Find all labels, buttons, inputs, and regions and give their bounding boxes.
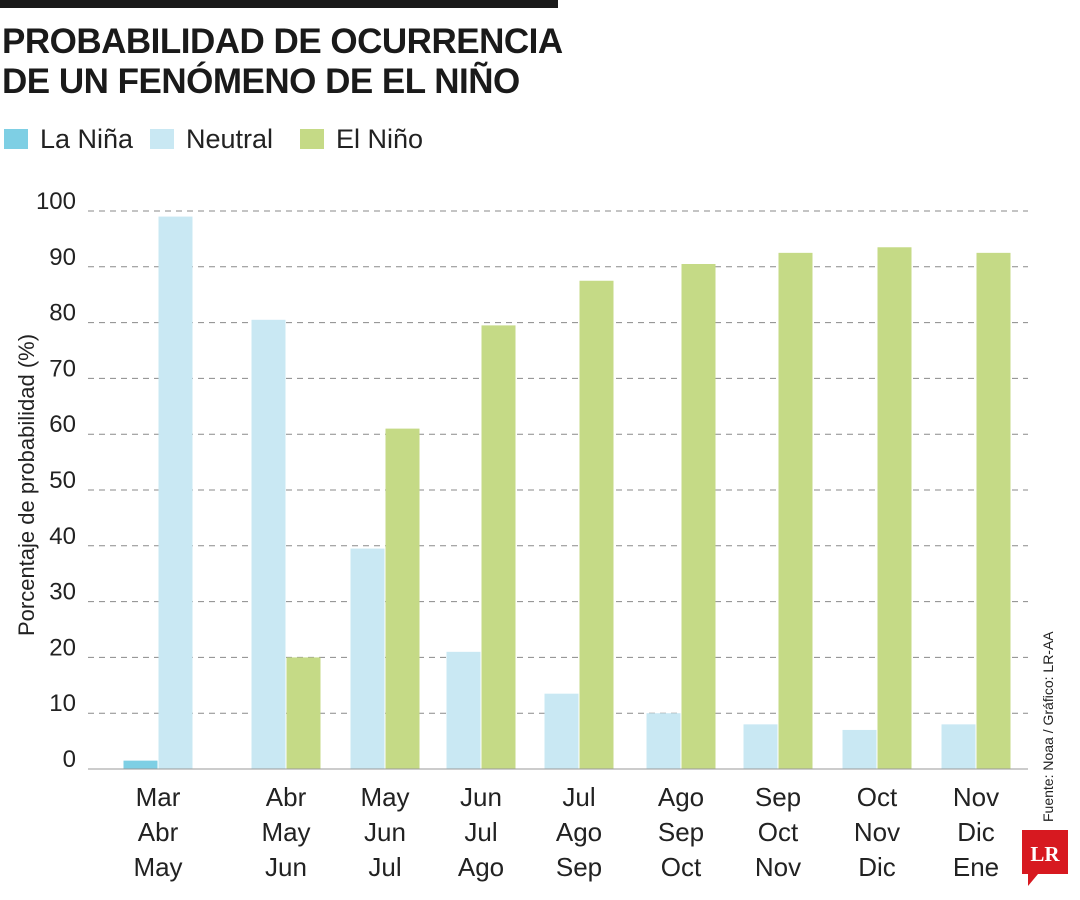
bar-el-nino	[681, 264, 716, 769]
x-tick-label: Dic	[957, 817, 995, 847]
x-tick-label: Nov	[854, 817, 900, 847]
bar-el-nino	[877, 247, 912, 769]
y-axis-label: Porcentaje de probabilidad (%)	[14, 334, 39, 636]
lr-logo-text: LR	[1030, 842, 1060, 866]
top-rule	[0, 0, 558, 8]
y-tick-label: 70	[49, 355, 76, 382]
chart-title: PROBABILIDAD DE OCURRENCIA DE UN FENÓMEN…	[2, 22, 563, 102]
x-tick-label: Nov	[755, 852, 801, 882]
y-tick-label: 90	[49, 244, 76, 271]
bar-el-nino	[286, 657, 321, 769]
x-tick-label: Mar	[136, 782, 181, 812]
axis-layer: 0 10 20 30 40 50 60 70 80 90 100 Porcentaje de prob…	[14, 188, 1028, 882]
x-tick-label: Sep	[755, 782, 801, 812]
x-tick-label: Abr	[138, 817, 179, 847]
legend-swatch-el-nino	[300, 129, 324, 149]
y-tick-label: 10	[49, 690, 76, 717]
y-tick-label: 0	[63, 746, 76, 773]
lr-logo-shape	[1022, 830, 1068, 886]
x-tick-label: Oct	[661, 852, 702, 882]
chart-title-line-1: PROBABILIDAD DE OCURRENCIA	[2, 22, 563, 61]
x-tick-label: Dic	[858, 852, 896, 882]
bar-neutral	[842, 729, 877, 769]
chart-title-line-2: DE UN FENÓMENO DE EL NIÑO	[2, 62, 520, 101]
y-tick-label: 20	[49, 634, 76, 661]
bar-neutral	[158, 216, 193, 769]
x-tick-label: Jun	[364, 817, 406, 847]
source-note: Fuente: Noaa / Gráfico: LR-AA	[1040, 631, 1056, 822]
bar-el-nino	[976, 252, 1011, 770]
lr-logo: LR	[1022, 830, 1068, 886]
x-tick-label: May	[261, 817, 310, 847]
x-tick-label: Sep	[556, 852, 602, 882]
bar-neutral	[350, 548, 385, 769]
x-tick-label: Jul	[368, 852, 401, 882]
bar-layer	[123, 216, 1011, 770]
bar-la-nina	[123, 760, 158, 769]
y-tick-label: 100	[36, 188, 76, 215]
x-tick-label: Abr	[266, 782, 307, 812]
x-tick-label: Jun	[265, 852, 307, 882]
bar-el-nino	[385, 428, 420, 769]
x-tick-label: Oct	[857, 782, 898, 812]
x-tick-label: May	[133, 852, 182, 882]
legend-label-la-nina: La Niña	[40, 124, 134, 154]
bar-neutral	[941, 724, 976, 769]
y-tick-label: 50	[49, 467, 76, 494]
bar-neutral	[743, 724, 778, 769]
y-tick-label: 80	[49, 300, 76, 327]
grid-layer	[88, 210, 1028, 714]
bar-el-nino	[579, 280, 614, 769]
x-tick-label: Ago	[658, 782, 704, 812]
y-tick-label: 60	[49, 411, 76, 438]
y-tick-label: 30	[49, 579, 76, 606]
x-tick-label: Ene	[953, 852, 999, 882]
bar-el-nino	[778, 252, 813, 770]
x-tick-label: Ago	[556, 817, 602, 847]
bar-neutral	[251, 319, 286, 769]
y-tick-label: 40	[49, 523, 76, 550]
x-tick-label: Jun	[460, 782, 502, 812]
legend-label-neutral: Neutral	[186, 124, 274, 154]
bar-neutral	[446, 651, 481, 769]
legend-swatch-la-nina	[4, 129, 28, 149]
legend-swatch-neutral	[150, 129, 174, 149]
x-tick-label: Nov	[953, 782, 999, 812]
bar-el-nino	[481, 325, 516, 769]
x-tick-label: Jul	[464, 817, 497, 847]
legend-label-el-nino: El Niño	[336, 124, 424, 154]
x-tick-label: Jul	[562, 782, 595, 812]
x-tick-label: Oct	[758, 817, 799, 847]
bar-neutral	[646, 713, 681, 769]
x-tick-label: Sep	[658, 817, 704, 847]
bar-neutral	[544, 693, 579, 769]
x-tick-label: May	[360, 782, 409, 812]
x-tick-label: Ago	[458, 852, 504, 882]
